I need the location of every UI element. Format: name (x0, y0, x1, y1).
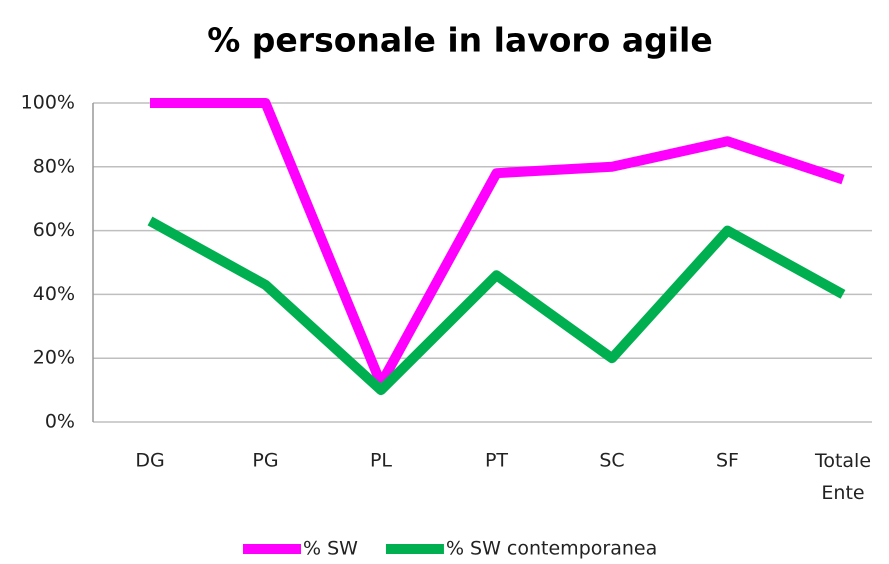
y-tick-label: 100% (21, 92, 75, 114)
x-tick-label: SF (716, 450, 739, 472)
data-line (147, 216, 846, 396)
y-tick-label: 60% (33, 219, 75, 241)
x-tick-label: PL (370, 450, 392, 472)
x-tick-label: Totale Ente (814, 450, 871, 504)
legend-label: % SW (303, 538, 358, 560)
legend-label: % SW contemporanea (446, 538, 657, 560)
data-line (150, 98, 845, 389)
x-tick-label: SC (599, 450, 624, 472)
x-tick-label: PG (252, 450, 278, 472)
y-tick-label: 80% (33, 155, 75, 177)
y-tick-label: 40% (33, 283, 75, 305)
x-tick-label: DG (135, 450, 164, 472)
y-tick-label: 20% (33, 347, 75, 369)
x-tick-label: PT (485, 450, 508, 472)
chart-title: % personale in lavoro agile (207, 21, 712, 60)
y-tick-label: 0% (45, 411, 75, 433)
